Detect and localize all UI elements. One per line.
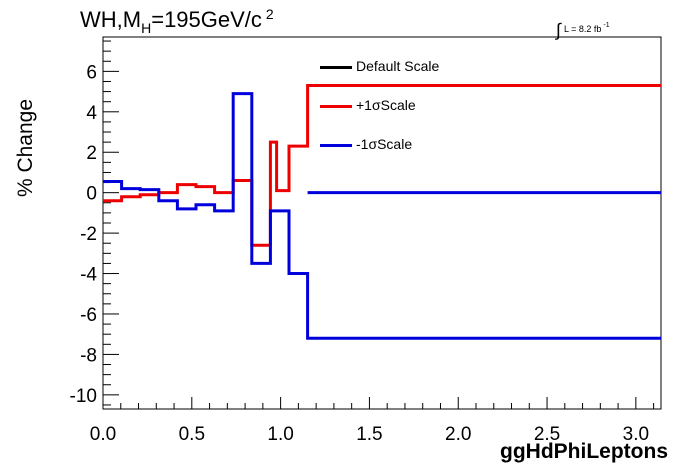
title-prefix: WH,M <box>80 7 142 32</box>
y-axis-title: % Change <box>14 98 37 198</box>
x-tick-label: 1.0 <box>267 424 293 445</box>
legend-label-minus: -1σScale <box>356 136 413 152</box>
x-tick-label: 1.5 <box>356 424 382 445</box>
legend-swatch-minus <box>320 144 352 147</box>
series-plus-line <box>103 84 661 247</box>
chart-title: WH,MH=195GeV/c 2 <box>80 6 274 36</box>
y-tick-label: 0 <box>86 184 97 205</box>
legend-swatch-default <box>320 66 352 69</box>
legend-item-minus: -1σScale <box>318 133 478 172</box>
legend: Default Scale +1σScale -1σScale <box>318 55 478 172</box>
x-tick-label: 0.0 <box>90 424 116 445</box>
y-tick-label: -4 <box>80 265 97 286</box>
title-superscript: 2 <box>265 6 274 22</box>
y-tick-label: -10 <box>70 386 97 407</box>
title-mid: =195GeV/c <box>151 7 262 32</box>
legend-swatch-plus <box>320 105 352 108</box>
x-axis-title: ggHdPhiLeptons <box>500 440 668 463</box>
x-tick-label: 3.0 <box>623 424 649 445</box>
series-minus-line <box>103 92 661 340</box>
luminosity-label: ∫ L = 8.2 fb -1 <box>556 16 610 40</box>
x-tick-label: 2.0 <box>445 424 471 445</box>
x-axis: 0.0 0.5 1.0 1.5 2.0 2.5 3.0 <box>90 397 655 445</box>
y-tick-label: 6 <box>86 62 97 83</box>
legend-item-plus: +1σScale <box>318 94 478 133</box>
series-layer <box>103 84 661 340</box>
x-tick-label: 0.5 <box>179 424 205 445</box>
integral-icon: ∫ <box>556 20 561 40</box>
lumi-text: L = 8.2 fb <box>563 24 602 34</box>
y-tick-label: -6 <box>80 305 97 326</box>
x-tick-label: 2.5 <box>534 424 560 445</box>
y-tick-label: -2 <box>80 224 97 245</box>
y-tick-label: 2 <box>86 143 97 164</box>
legend-item-default: Default Scale <box>318 55 478 94</box>
y-axis: -10 -8 -6 -4 -2 0 2 4 6 <box>70 40 119 407</box>
y-tick-label: 4 <box>86 103 97 124</box>
title-subscript: H <box>141 20 152 36</box>
legend-label-plus: +1σScale <box>356 97 416 113</box>
legend-label-default: Default Scale <box>356 58 440 74</box>
lumi-superscript: -1 <box>603 22 610 29</box>
y-tick-label: -8 <box>80 345 97 366</box>
